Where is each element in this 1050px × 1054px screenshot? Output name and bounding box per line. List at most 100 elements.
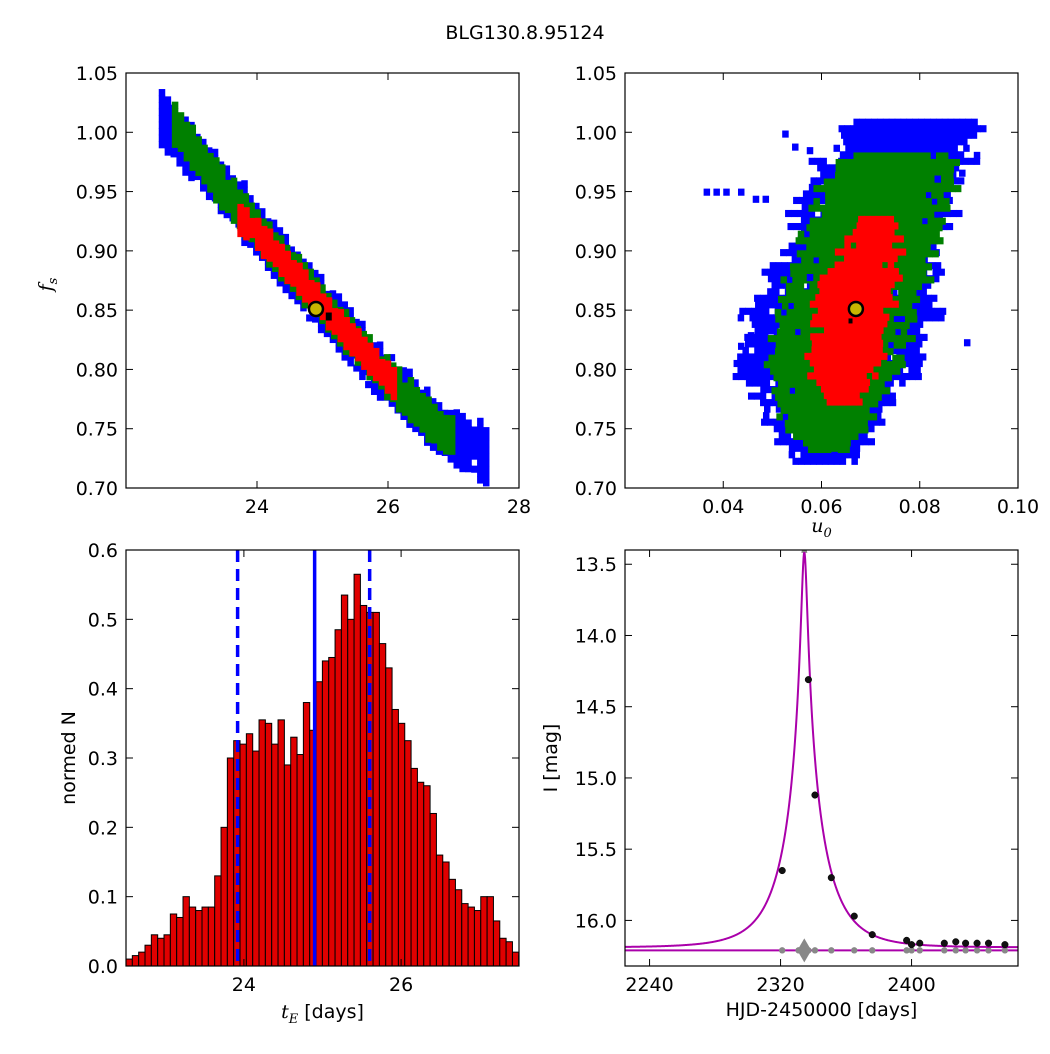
heatmap-cell-red (874, 359, 882, 367)
heatmap-cell-green (780, 348, 788, 356)
heatmap-cell-red (355, 347, 362, 355)
heatmap-cell-outlier (792, 143, 799, 151)
heatmap-cell-green (870, 178, 878, 186)
heatmap-cell-blue (429, 443, 437, 451)
histogram-bar (435, 854, 444, 966)
heatmap-cell-green (213, 157, 220, 165)
heatmap-cell-green (798, 315, 806, 323)
heatmap-cell-green (826, 426, 834, 434)
heatmap-cell-green (840, 172, 848, 180)
heatmap-cell-red (290, 273, 297, 281)
heatmap-cell-green (913, 237, 920, 245)
heatmap-cell-red (853, 391, 860, 400)
heatmap-cell-green (901, 185, 909, 193)
heatmap-cell-green (841, 224, 849, 232)
heatmap-cell-green (815, 230, 822, 238)
heatmap-cell-green (810, 393, 817, 401)
heatmap-cell-green (224, 192, 232, 201)
heatmap-cell-red (349, 323, 356, 331)
heatmap-cell-green (812, 243, 819, 251)
heatmap-cell-blue (465, 419, 472, 427)
heatmap-cell-red (868, 222, 875, 230)
heatmap-cell-green (906, 158, 913, 167)
heatmap-cell-green (837, 445, 844, 454)
heatmap-cell-green (941, 172, 948, 180)
heatmap-cell-red (837, 365, 844, 373)
heatmap-cell-blue (778, 418, 786, 426)
heatmap-cell-blue (909, 125, 916, 133)
heatmap-cell-green (880, 211, 888, 219)
heatmap-cell-green (831, 191, 838, 199)
heatmap-cell-blue (824, 451, 831, 459)
heatmap-cell-green (904, 276, 911, 284)
heatmap-cell-green (820, 439, 828, 447)
heatmap-cell-green (395, 379, 403, 387)
heatmap-cell-blue (447, 455, 455, 463)
heatmap-cell-green (213, 170, 220, 178)
heatmap-cell-green (201, 157, 208, 165)
heatmap-cell-green (295, 292, 303, 301)
heatmap-cell-green (825, 237, 832, 245)
heatmap-cell-blue (781, 262, 788, 270)
heatmap-cell-green (797, 374, 804, 382)
heatmap-cell-red (827, 294, 834, 302)
heatmap-cell-green (189, 157, 197, 165)
heatmap-cell-green (887, 367, 895, 375)
heatmap-cell-green (833, 406, 841, 414)
heatmap-cell-green (896, 263, 903, 271)
heatmap-cell-red (266, 235, 274, 243)
bl-plot-area (126, 550, 519, 966)
tl-ytick-label: 1.00 (76, 122, 118, 144)
heatmap-cell-green (874, 211, 882, 219)
heatmap-cell-blue (482, 459, 490, 467)
heatmap-cell-blue (864, 131, 872, 139)
heatmap-cell-blue (910, 144, 917, 152)
heatmap-cell-red (255, 230, 262, 238)
heatmap-cell-blue (916, 320, 924, 328)
heatmap-cell-green (807, 263, 815, 271)
heatmap-cell-green (325, 292, 332, 301)
heatmap-cell-outlier (973, 151, 981, 159)
heatmap-cell-green (810, 406, 817, 414)
heatmap-cell-blue (887, 379, 894, 387)
heatmap-cell-blue (459, 445, 466, 453)
heatmap-cell-green (912, 178, 919, 186)
heatmap-cell-red (813, 372, 820, 380)
heatmap-cell-outlier (703, 188, 711, 196)
heatmap-cell-green (835, 172, 842, 180)
heatmap-cell-green (783, 400, 790, 408)
heatmap-cell-green (925, 198, 932, 206)
heatmap-cell-green (910, 276, 917, 284)
heatmap-cell-green (818, 224, 825, 232)
histogram-bar (176, 916, 184, 966)
heatmap-cell-red (821, 333, 829, 341)
heatmap-cell-green (774, 308, 782, 317)
heatmap-cell-green (816, 393, 823, 401)
heatmap-cell-blue (876, 118, 884, 126)
heatmap-cell-green (798, 406, 805, 414)
heatmap-cell-red (874, 294, 881, 302)
heatmap-cell-red (831, 365, 839, 373)
heatmap-cell-blue (973, 157, 981, 165)
heatmap-cell-green (401, 389, 409, 397)
heatmap-cell-green (900, 328, 908, 336)
heatmap-cell-blue (928, 151, 935, 159)
heatmap-cell-green (897, 282, 905, 290)
heatmap-cell-blue (821, 457, 829, 465)
heatmap-cell-red (243, 233, 250, 241)
heatmap-cell-blue (943, 138, 950, 146)
heatmap-cell-red (861, 255, 869, 263)
heatmap-cell-green (866, 198, 873, 206)
heatmap-cell-blue (459, 412, 466, 421)
heatmap-cell-blue (771, 392, 779, 400)
heatmap-cell-red (367, 342, 374, 350)
heatmap-cell-green (910, 308, 917, 317)
heatmap-cell-blue (868, 438, 876, 446)
heatmap-cell-red (864, 346, 872, 354)
heatmap-cell-red (858, 228, 866, 237)
heatmap-cell-green (425, 409, 432, 417)
heatmap-cell-blue (365, 381, 372, 389)
heatmap-cell-green (395, 366, 403, 374)
br-data-point (827, 874, 835, 882)
tl-ytick-label: 1.05 (76, 63, 118, 85)
